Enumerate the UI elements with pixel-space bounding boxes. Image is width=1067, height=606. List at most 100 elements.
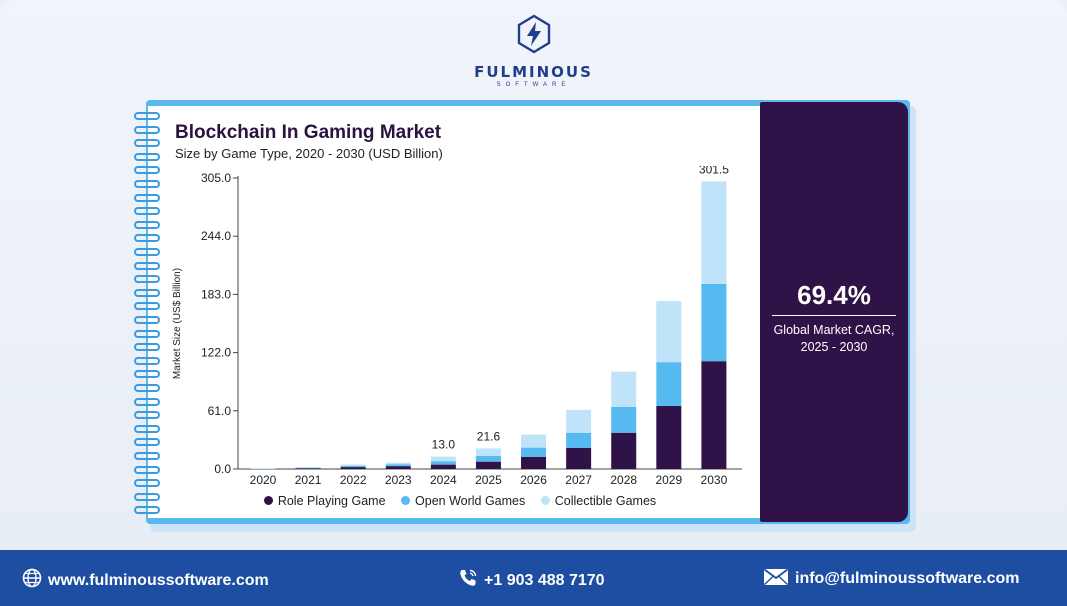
chart-subtitle: Size by Game Type, 2020 - 2030 (USD Bill… <box>175 146 443 161</box>
brand-name: FULMINOUS <box>474 63 593 81</box>
phone-icon <box>460 569 477 586</box>
x-tick-label: 2025 <box>475 473 502 487</box>
x-tick-label: 2022 <box>340 473 367 487</box>
bar-segment <box>611 371 637 407</box>
envelope-icon <box>763 568 789 586</box>
bar-segment <box>566 432 592 449</box>
x-tick-label: 2023 <box>385 473 412 487</box>
y-tick-label: 244.0 <box>201 229 231 243</box>
footer-website[interactable]: www.fulminoussoftware.com <box>22 568 269 590</box>
spiral-ring <box>134 193 160 202</box>
bar-segment <box>656 301 682 363</box>
notebook-spiral <box>134 112 162 522</box>
spiral-ring <box>134 452 160 460</box>
spiral-ring <box>134 139 160 148</box>
spiral-ring <box>134 465 160 474</box>
bar-segment <box>656 406 682 469</box>
x-tick-label: 2029 <box>655 473 682 487</box>
cagr-value: 69.4% <box>797 280 871 310</box>
spiral-ring <box>134 180 160 188</box>
x-tick-label: 2028 <box>610 473 637 487</box>
cagr-divider <box>772 315 896 316</box>
spiral-ring <box>134 438 160 447</box>
y-tick-label: 122.0 <box>201 346 231 360</box>
spiral-ring <box>134 248 160 256</box>
legend-swatch-role-playing <box>263 496 273 505</box>
spiral-ring <box>134 112 160 120</box>
bar-segment <box>475 461 501 469</box>
brand-logo: FULMINOUS SOFTWARE <box>0 14 1067 88</box>
footer-phone-text: +1 903 488 7170 <box>484 572 605 589</box>
spiral-ring <box>134 356 160 365</box>
bar-segment <box>521 434 547 448</box>
legend-swatch-collectible <box>540 496 550 505</box>
spiral-ring <box>134 234 160 243</box>
chart-legend: Role Playing Game Open World Games Colle… <box>160 494 760 508</box>
brand-tagline: SOFTWARE <box>496 82 571 88</box>
legend-label-open-world: Open World Games <box>415 494 526 508</box>
bar-segment <box>521 447 547 457</box>
x-tick-label: 2030 <box>701 473 728 487</box>
bar-segment <box>385 462 411 465</box>
y-tick-label: 183.0 <box>201 287 231 301</box>
y-axis-label: Market Size (US$ Billion) <box>172 268 183 379</box>
bar-segment <box>295 467 321 468</box>
y-tick-label: 61.0 <box>208 404 232 418</box>
bar-segment <box>295 467 321 469</box>
legend-item-open-world: Open World Games <box>401 494 525 508</box>
data-label: 301.5 <box>699 166 729 176</box>
cagr-panel <box>760 102 908 522</box>
spiral-ring <box>134 492 160 501</box>
x-tick-label: 2027 <box>565 473 592 487</box>
cagr-label-line1: Global Market CAGR, <box>773 323 895 337</box>
cagr-label-line2: 2025 - 2030 <box>800 340 868 354</box>
spiral-ring <box>134 424 160 433</box>
bar-segment <box>430 464 456 469</box>
bar-segment <box>475 456 501 462</box>
spiral-ring <box>134 384 160 392</box>
chart-title: Blockchain In Gaming Market <box>175 122 442 143</box>
bar-segment <box>340 465 366 468</box>
legend-item-role-playing: Role Playing Game <box>263 494 386 508</box>
spiral-ring <box>134 166 160 175</box>
footer-phone[interactable]: +1 903 488 7170 <box>458 568 605 590</box>
spiral-ring <box>134 329 160 338</box>
bar-segment <box>340 467 366 469</box>
footer-email[interactable]: info@fulminoussoftware.com <box>763 568 1020 588</box>
bar-segment <box>385 464 411 467</box>
spiral-ring <box>134 220 160 229</box>
bar-segment <box>340 464 366 466</box>
x-tick-label: 2020 <box>250 473 277 487</box>
bar-segment <box>566 448 592 469</box>
bar-segment <box>385 466 411 469</box>
cagr-callout: 69.4% Global Market CAGR, 2025 - 2030 <box>760 280 908 356</box>
bar-segment <box>611 432 637 469</box>
bar-segment <box>521 456 547 469</box>
bar-segment <box>430 456 456 462</box>
y-tick-label: 0.0 <box>214 462 231 476</box>
footer-email-text: info@fulminoussoftware.com <box>795 570 1020 587</box>
data-label: 13.0 <box>432 438 456 452</box>
spiral-ring <box>134 288 160 297</box>
stacked-bar-chart: 305.0 244.0 183.0 122.0 61.0 0.0 Market Size (… <box>172 166 742 487</box>
spiral-ring <box>134 302 160 311</box>
bar-segment <box>475 448 501 457</box>
bar-segment <box>701 283 727 362</box>
bar-segment <box>611 406 637 433</box>
y-tick-label: 305.0 <box>201 171 231 185</box>
bar-segment <box>566 409 592 433</box>
footer-website-text: www.fulminoussoftware.com <box>48 572 269 589</box>
bar-segment <box>295 468 321 469</box>
spiral-ring <box>134 343 160 352</box>
spiral-ring <box>134 479 160 488</box>
spiral-ring <box>134 397 160 406</box>
bar-segment <box>430 461 456 465</box>
globe-icon <box>22 568 42 588</box>
legend-label-role-playing: Role Playing Game <box>277 494 386 508</box>
spiral-ring <box>134 370 160 379</box>
contact-footer: www.fulminoussoftware.com +1 903 488 717… <box>0 550 1067 606</box>
spiral-ring <box>134 261 160 270</box>
spiral-ring <box>134 506 160 515</box>
x-tick-label: 2026 <box>520 473 547 487</box>
spiral-ring <box>134 152 160 161</box>
